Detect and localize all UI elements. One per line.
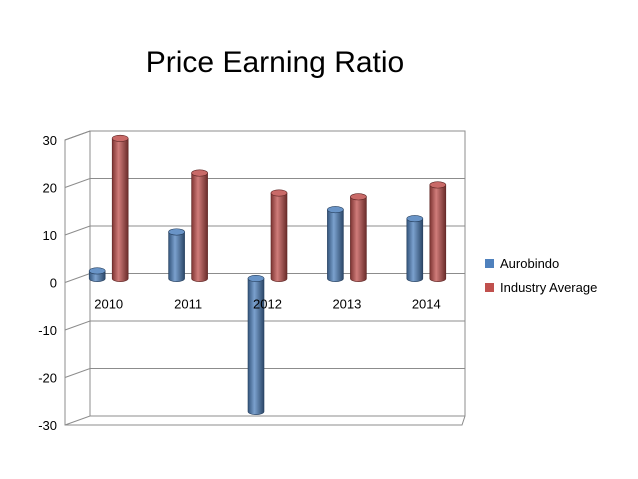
y-tick-label: -20: [38, 371, 57, 386]
legend-swatch: [485, 283, 494, 292]
legend-label: Aurobindo: [500, 256, 559, 271]
bar-aurobindo-2013: [327, 206, 344, 282]
legend-swatch: [485, 259, 494, 268]
gridline: [64, 368, 465, 378]
y-tick-label: 20: [43, 181, 57, 196]
x-tick-label: 2011: [174, 297, 202, 312]
x-tick-label: 2014: [412, 297, 441, 312]
y-tick-label: -10: [38, 323, 57, 338]
x-tick-label: 2012: [253, 297, 282, 312]
legend-item: Aurobindo: [485, 256, 559, 271]
bar-industry-average-2014: [429, 181, 447, 282]
gridline: [64, 320, 465, 331]
bar-aurobindo-2014: [406, 215, 424, 282]
bar-industry-average-2013: [350, 193, 367, 282]
bar-industry-average-2012: [270, 189, 288, 282]
bar-aurobindo-2011: [168, 228, 185, 282]
y-tick-label: 0: [50, 276, 57, 291]
y-axis-tick-labels: 30 20 10 0 -10 -20 -30: [38, 133, 57, 433]
x-tick-label: 2013: [332, 297, 361, 312]
legend: Aurobindo Industry Average: [485, 256, 597, 295]
legend-label: Industry Average: [500, 280, 597, 295]
bar-industry-average-2010: [111, 134, 129, 282]
y-tick-label: 10: [43, 228, 57, 243]
x-tick-label: 2010: [94, 297, 123, 312]
bar-aurobindo-2010: [88, 267, 106, 282]
chart-title: Price Earning Ratio: [146, 46, 404, 79]
bar-industry-average-2011: [191, 169, 208, 282]
gridline: [64, 178, 465, 188]
gridline: [64, 415, 465, 426]
y-tick-label: 30: [43, 133, 57, 148]
legend-item: Industry Average: [485, 280, 597, 295]
x-axis-tick-labels: 2010 2011 2012 2013 2014: [94, 297, 441, 312]
bar-aurobindo-2012: [247, 274, 265, 415]
y-tick-label: -30: [38, 418, 57, 433]
bar-series: [88, 134, 447, 415]
gridline: [64, 130, 465, 141]
